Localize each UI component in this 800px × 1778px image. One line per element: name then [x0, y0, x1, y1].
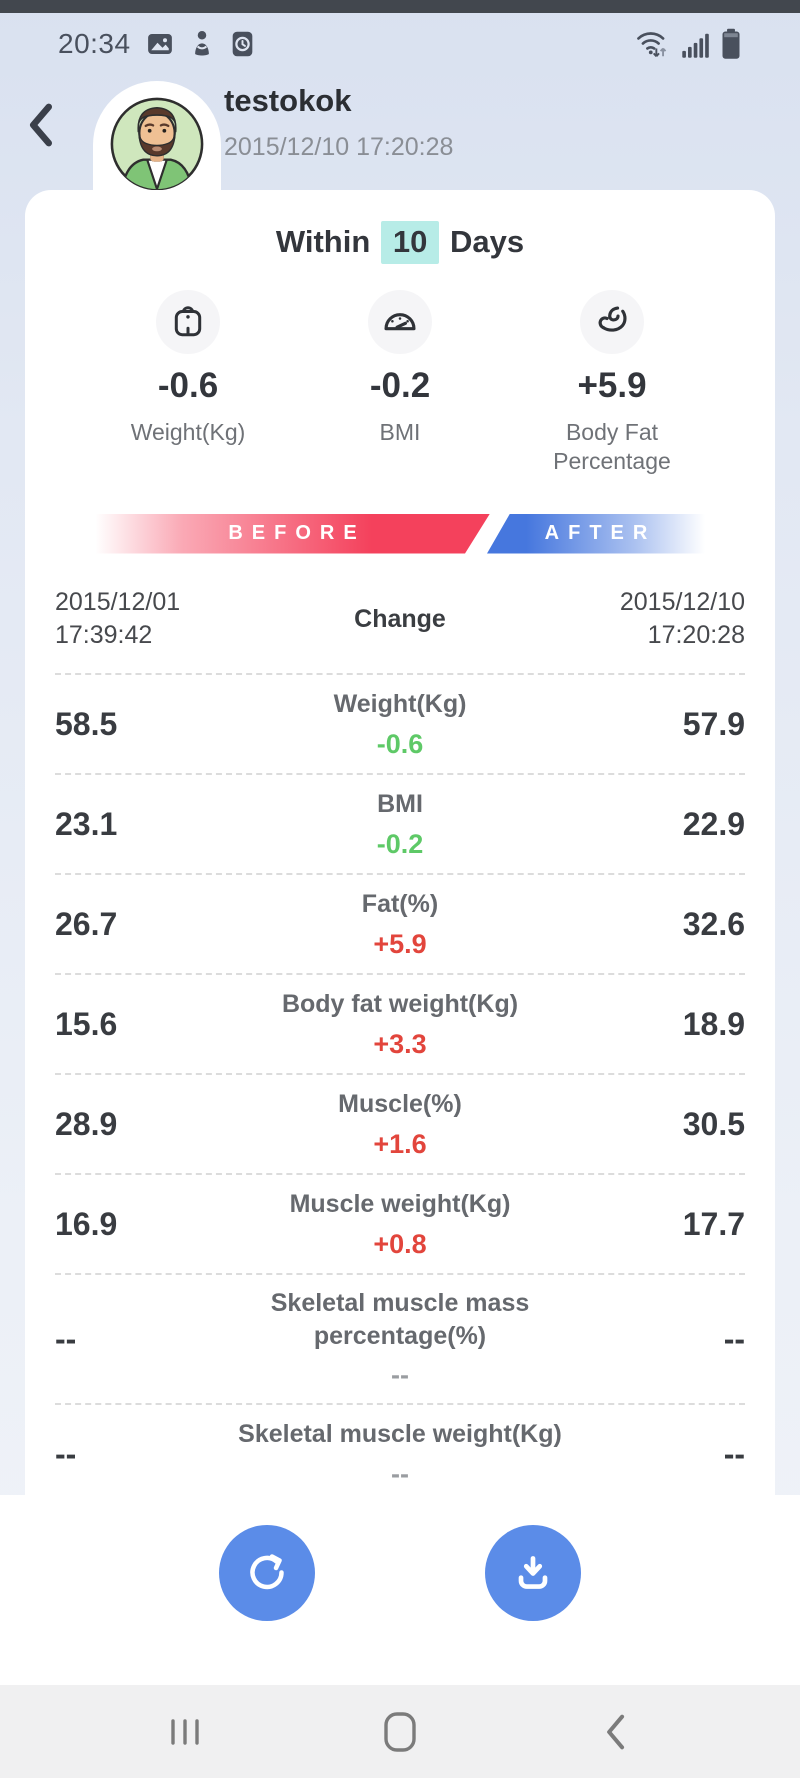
report-title: Within 10 Days	[25, 221, 775, 264]
before-value: 15.6	[55, 1005, 118, 1042]
home-icon	[384, 1711, 416, 1752]
after-value: 17.7	[682, 1205, 745, 1242]
metric-label: Body fat weight(Kg)	[281, 990, 519, 1019]
metric-label: BMI	[377, 790, 423, 819]
record-timestamp: 2015/12/10 17:20:28	[224, 133, 454, 161]
screen-top-strip	[0, 0, 800, 13]
download-button[interactable]	[485, 1525, 581, 1621]
recents-icon	[171, 1718, 199, 1745]
metric-label: Skeletal muscle weight(Kg)	[238, 1420, 562, 1449]
gallery-icon	[145, 29, 175, 59]
metric-label: Muscle(%)	[338, 1090, 462, 1119]
refresh-button[interactable]	[219, 1525, 315, 1621]
after-value: 32.6	[682, 905, 745, 942]
metric-label: Fat(%)	[361, 890, 439, 919]
person-icon	[189, 29, 215, 59]
stat-bodyfat-label: Body Fat Percentage	[553, 419, 671, 474]
comparison-row: -- Skeletal muscle weight(Kg) -- --	[55, 1403, 745, 1503]
after-value: 22.9	[682, 805, 745, 842]
user-name: testokok	[224, 83, 352, 118]
scale-icon	[156, 290, 220, 354]
comparison-row: 23.1 BMI -0.2 22.9	[55, 773, 745, 873]
before-value: 23.1	[55, 805, 118, 842]
bicep-icon	[580, 290, 644, 354]
stat-weight-value: -0.6	[157, 366, 219, 405]
report-card: Within 10 Days -0.6 Weight(Kg) -0.2 BMI …	[25, 190, 775, 1685]
avatar	[108, 95, 206, 193]
before-banner: BEFORE	[95, 514, 490, 554]
stat-bodyfat: +5.9 Body Fat Percentage	[506, 290, 718, 476]
back-icon	[607, 1714, 625, 1749]
comparison-row: 16.9 Muscle weight(Kg) +0.8 17.7	[55, 1173, 745, 1273]
status-time: 20:34	[58, 28, 131, 59]
after-datetime: 2015/12/10 17:20:28	[555, 586, 745, 654]
after-date: 2015/12/10	[619, 587, 745, 616]
signal-icon	[681, 28, 711, 60]
refresh-icon	[250, 1554, 284, 1590]
metric-label: Skeletal muscle mass percentage(%)	[270, 1289, 530, 1350]
before-value: 28.9	[55, 1105, 118, 1142]
after-value: --	[723, 1435, 745, 1472]
title-prefix: Within	[275, 224, 371, 259]
comparison-row: 15.6 Body fat weight(Kg) +3.3 18.9	[55, 973, 745, 1073]
stat-bmi-label: BMI	[379, 419, 421, 445]
stat-bmi: -0.2 BMI	[294, 290, 506, 476]
android-nav-bar	[0, 1685, 800, 1778]
comparison-row: 58.5 Weight(Kg) -0.6 57.9	[55, 673, 745, 773]
comparison-row: 28.9 Muscle(%) +1.6 30.5	[55, 1073, 745, 1173]
summary-stats: -0.6 Weight(Kg) -0.2 BMI +5.9 Body Fat P…	[82, 290, 718, 476]
before-value: 16.9	[55, 1205, 118, 1242]
recents-button[interactable]	[150, 1697, 220, 1767]
change-value: -0.2	[376, 828, 424, 859]
comparison-rows: 58.5 Weight(Kg) -0.6 57.9 23.1 BMI -0.2 …	[55, 673, 745, 1503]
before-value: 58.5	[55, 705, 118, 742]
change-value: --	[391, 1458, 409, 1489]
gauge-icon	[368, 290, 432, 354]
home-button[interactable]	[365, 1697, 435, 1767]
after-value: 57.9	[682, 705, 745, 742]
before-value: 26.7	[55, 905, 118, 942]
stat-bmi-value: -0.2	[369, 366, 431, 405]
comparison-header: 2015/12/01 17:39:42 Change 2015/12/10 17…	[55, 586, 745, 674]
comparison-row: 26.7 Fat(%) +5.9 32.6	[55, 873, 745, 973]
comparison-row: -- Skeletal muscle mass percentage(%) --…	[55, 1273, 745, 1403]
title-highlight: 10	[380, 221, 440, 264]
stat-bodyfat-value: +5.9	[577, 366, 647, 405]
download-icon	[518, 1556, 548, 1589]
before-datetime: 2015/12/01 17:39:42	[55, 586, 245, 654]
after-value: --	[723, 1320, 745, 1357]
battery-icon	[720, 27, 742, 61]
before-value: --	[55, 1320, 77, 1357]
after-label: AFTER	[544, 522, 657, 544]
wifi-icon	[634, 27, 672, 61]
before-value: --	[55, 1435, 77, 1472]
stat-weight-label: Weight(Kg)	[130, 419, 246, 445]
change-value: +3.3	[373, 1028, 427, 1059]
change-column-header: Change	[354, 604, 446, 633]
after-banner: AFTER	[487, 513, 705, 554]
page-header: testokok 2015/12/10 17:20:28	[0, 75, 800, 281]
metric-label: Weight(Kg)	[333, 690, 467, 719]
back-button[interactable]	[26, 99, 66, 151]
stat-weight: -0.6 Weight(Kg)	[82, 290, 294, 476]
change-value: +1.6	[373, 1128, 427, 1159]
before-label: BEFORE	[228, 522, 366, 544]
change-value: +0.8	[373, 1228, 427, 1259]
before-time: 17:39:42	[55, 621, 153, 650]
status-bar: 20:34	[0, 13, 800, 75]
title-suffix: Days	[450, 224, 525, 259]
nav-back-button[interactable]	[580, 1697, 650, 1767]
before-date: 2015/12/01	[55, 587, 181, 616]
after-value: 30.5	[682, 1105, 745, 1142]
comparison-table: 2015/12/01 17:39:42 Change 2015/12/10 17…	[55, 586, 745, 1504]
clock-icon	[229, 29, 256, 59]
metric-label: Muscle weight(Kg)	[289, 1190, 511, 1219]
after-value: 18.9	[682, 1005, 745, 1042]
change-value: +5.9	[373, 928, 427, 959]
action-footer	[0, 1495, 800, 1685]
change-value: -0.6	[376, 728, 424, 759]
after-time: 17:20:28	[647, 621, 745, 650]
before-after-banner: BEFORE AFTER	[95, 513, 705, 554]
change-value: --	[391, 1360, 409, 1390]
